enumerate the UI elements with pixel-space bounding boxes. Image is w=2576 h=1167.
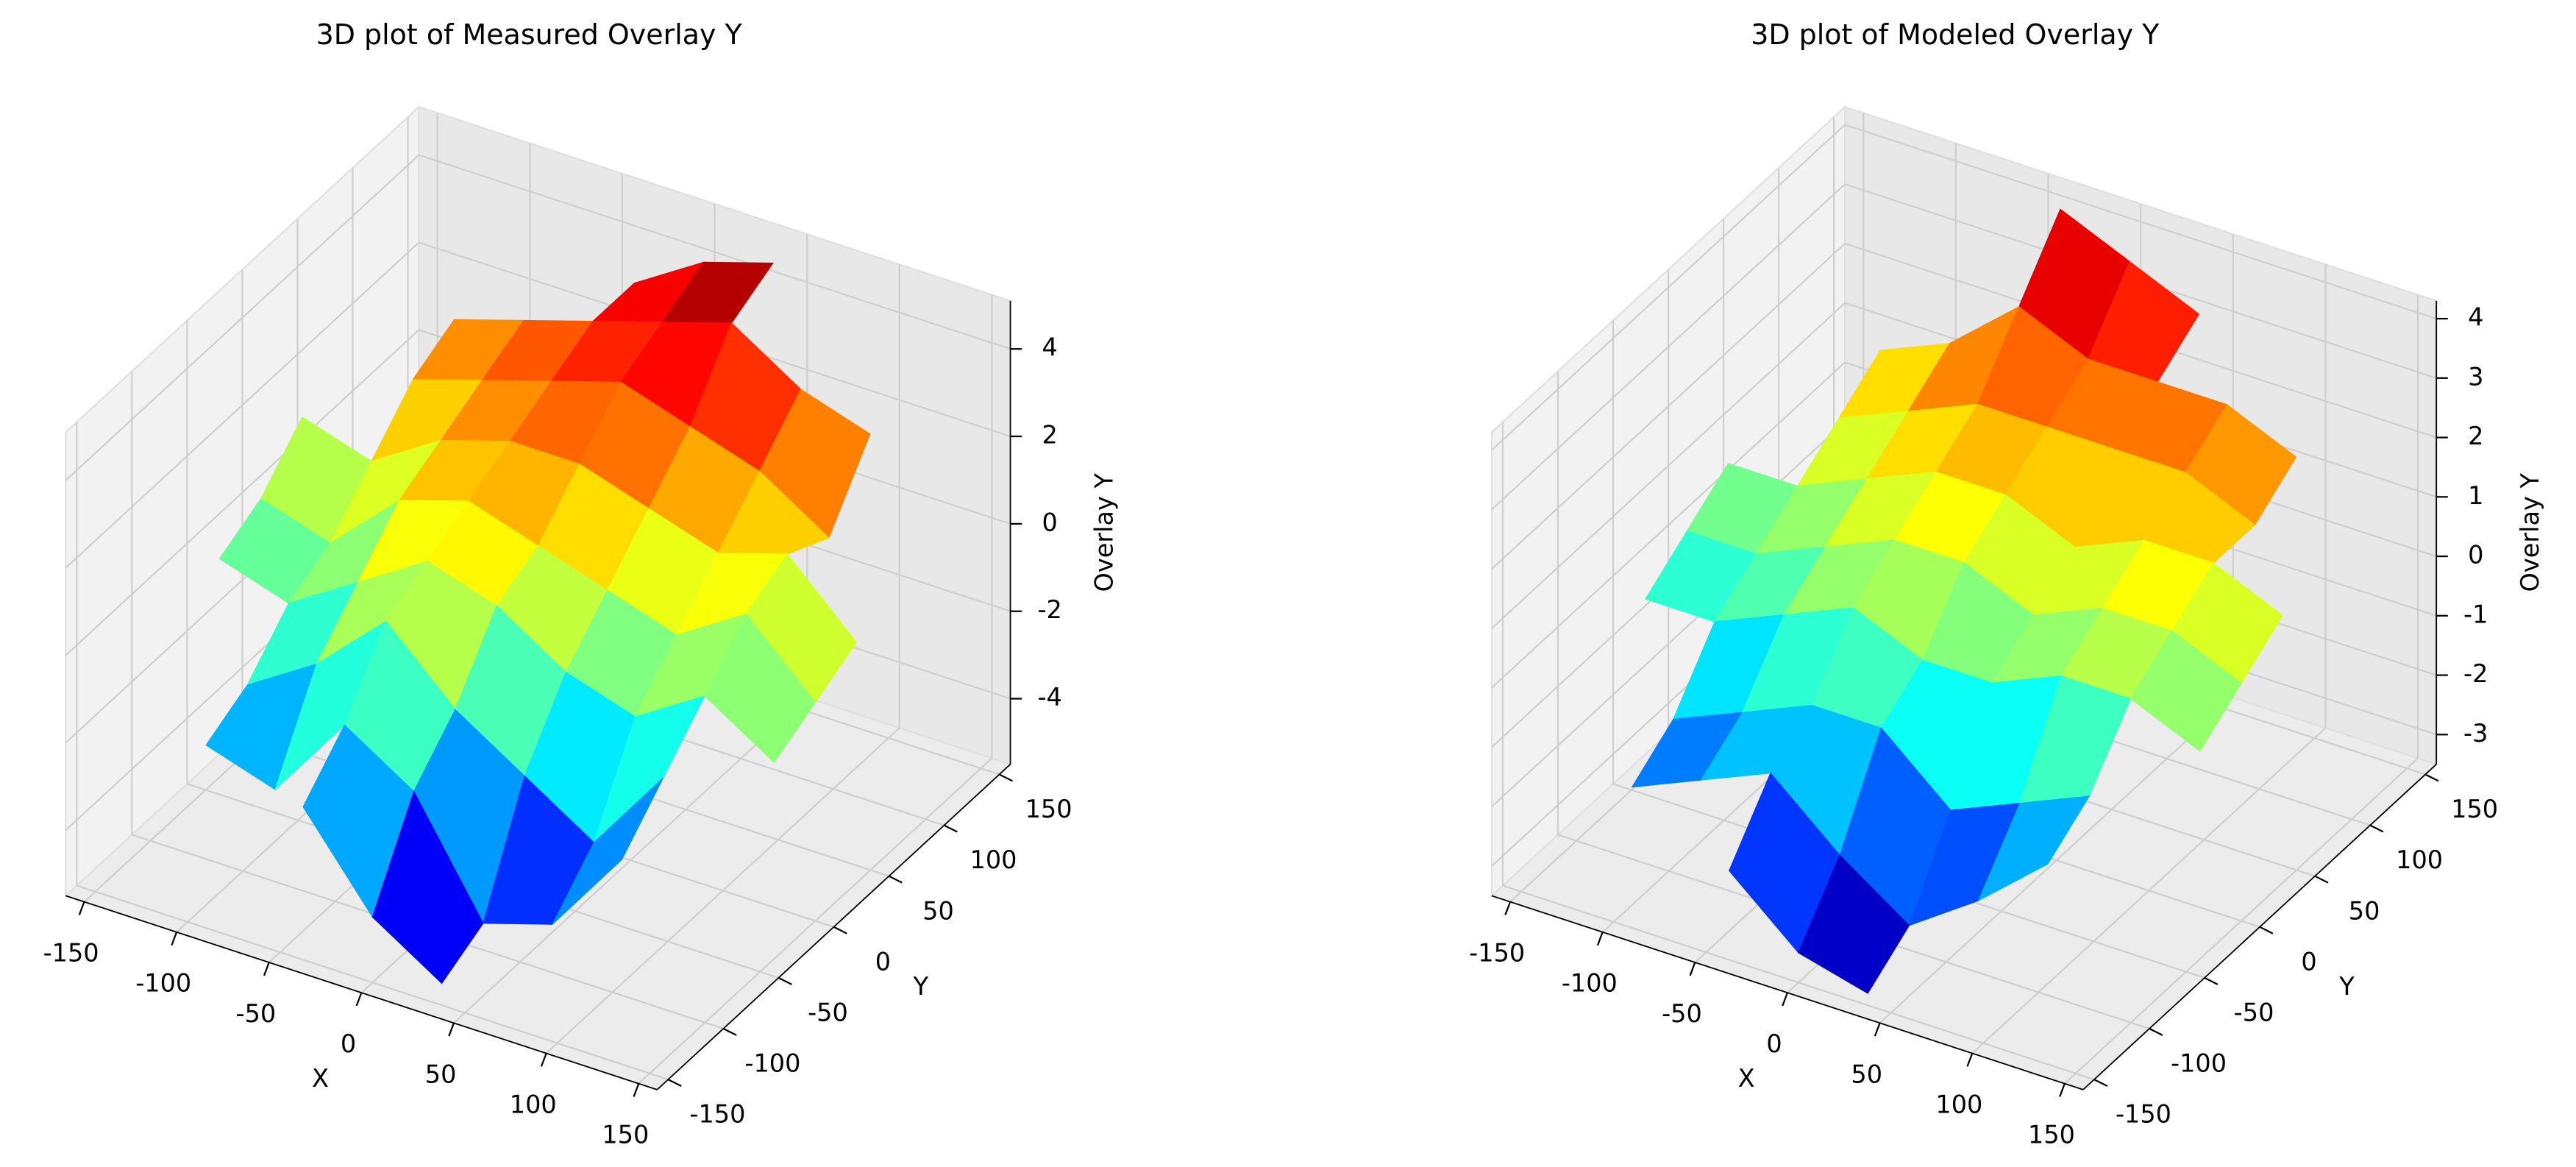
y-tick-label: 50 bbox=[2349, 896, 2380, 925]
x-tick-label: 150 bbox=[602, 1121, 649, 1149]
subplot: -150 -100 -50 0 50 100 150 -150 -100 -50 0 50 100 150… bbox=[43, 18, 1119, 1149]
y-tick bbox=[999, 773, 1013, 782]
y-tick-label: 0 bbox=[875, 947, 891, 976]
x-tick-label: 100 bbox=[1935, 1090, 1982, 1118]
x-tick-label: 50 bbox=[425, 1060, 457, 1088]
surface-patch bbox=[1977, 795, 2091, 902]
z-tick-label: 1 bbox=[2468, 481, 2483, 510]
y-tick bbox=[778, 976, 792, 985]
y-tick-label: 100 bbox=[2396, 845, 2443, 874]
y-tick bbox=[2259, 926, 2274, 934]
x-tick bbox=[263, 962, 270, 976]
z-tick-label: 4 bbox=[1042, 333, 1057, 362]
y-tick bbox=[722, 1027, 737, 1036]
grid-line bbox=[76, 884, 669, 1081]
x-tick-label: -50 bbox=[1662, 999, 1702, 1028]
surface-patch bbox=[704, 613, 816, 763]
x-tick-label: 150 bbox=[2028, 1121, 2075, 1149]
z-tick-label: 2 bbox=[1042, 421, 1057, 450]
z-tick-label: 3 bbox=[2468, 362, 2483, 391]
y-tick bbox=[2149, 1027, 2163, 1036]
x-tick-label: -100 bbox=[1562, 969, 1618, 998]
x-axis-label: X bbox=[312, 1064, 329, 1093]
grid-line bbox=[1491, 183, 1846, 511]
z-tick-label: 0 bbox=[1042, 508, 1057, 536]
chart-title: 3D plot of Modeled Overlay Y bbox=[1751, 18, 2160, 51]
x-tick bbox=[1504, 901, 1512, 915]
grid-line bbox=[65, 154, 420, 481]
grid-line bbox=[1844, 124, 2437, 320]
x-tick-label: 50 bbox=[1851, 1060, 1882, 1088]
grid-line bbox=[1491, 361, 1846, 689]
surface-patch bbox=[2130, 630, 2242, 752]
y-tick bbox=[2424, 773, 2439, 782]
y-tick-label: -150 bbox=[2116, 1100, 2171, 1129]
x-tick bbox=[1596, 932, 1604, 946]
grid-line bbox=[1491, 302, 1846, 629]
y-tick bbox=[2369, 824, 2384, 833]
y-tick-label: 150 bbox=[1025, 795, 1072, 823]
x-tick-label: -150 bbox=[43, 939, 99, 968]
y-tick-label: -100 bbox=[744, 1049, 800, 1078]
x-tick-label: 100 bbox=[510, 1090, 557, 1118]
z-tick-label: 2 bbox=[2468, 422, 2483, 450]
z-tick-label: -1 bbox=[2463, 600, 2488, 628]
x-tick bbox=[171, 932, 178, 946]
x-tick-label: 0 bbox=[1766, 1029, 1782, 1058]
grid-line bbox=[65, 329, 420, 656]
z-axis-label: Overlay Y bbox=[1090, 473, 1119, 592]
z-axis-label: Overlay Y bbox=[2516, 473, 2544, 592]
y-tick-label: -100 bbox=[2171, 1049, 2227, 1078]
x-tick-label: -100 bbox=[135, 969, 191, 998]
grid-line bbox=[1491, 124, 1846, 451]
y-axis-label: Y bbox=[913, 972, 929, 1001]
x-tick-label: 0 bbox=[341, 1029, 356, 1058]
y-tick-label: 100 bbox=[970, 845, 1017, 874]
y-tick-label: 150 bbox=[2451, 795, 2498, 823]
y-tick bbox=[2093, 1079, 2108, 1088]
z-tick-label: -4 bbox=[1037, 683, 1061, 712]
y-tick bbox=[2314, 875, 2329, 884]
y-tick bbox=[833, 926, 847, 934]
grid-line bbox=[1491, 243, 1846, 570]
x-tick-label: -50 bbox=[235, 999, 276, 1028]
chart-title: 3D plot of Measured Overlay Y bbox=[316, 18, 743, 51]
x-tick bbox=[78, 901, 85, 915]
y-tick-label: 50 bbox=[922, 896, 954, 925]
y-axis-label: Y bbox=[2338, 972, 2355, 1001]
y-tick-label: 0 bbox=[2301, 947, 2316, 976]
z-tick-label: 4 bbox=[2468, 303, 2483, 332]
x-tick bbox=[1966, 1053, 1974, 1067]
x-tick-label: -150 bbox=[1469, 939, 1525, 968]
z-tick-label: 0 bbox=[2468, 541, 2483, 570]
surface-patch bbox=[552, 777, 664, 925]
x-tick bbox=[633, 1083, 640, 1097]
grid-line bbox=[419, 154, 1011, 350]
y-tick bbox=[944, 824, 958, 833]
x-tick bbox=[355, 992, 363, 1007]
grid-line bbox=[1502, 884, 2095, 1081]
y-tick bbox=[667, 1079, 682, 1088]
x-tick bbox=[1689, 962, 1696, 976]
z-tick-label: -2 bbox=[1037, 595, 1061, 624]
grid-line bbox=[65, 241, 420, 569]
z-tick-label: -2 bbox=[2463, 659, 2488, 688]
x-tick bbox=[2059, 1083, 2066, 1097]
x-tick bbox=[540, 1053, 547, 1067]
x-tick bbox=[1782, 992, 1789, 1007]
z-tick-label: -3 bbox=[2463, 719, 2488, 748]
y-tick-label: -50 bbox=[2234, 998, 2274, 1027]
x-tick bbox=[448, 1022, 455, 1037]
y-tick bbox=[888, 875, 903, 884]
x-axis-label: X bbox=[1738, 1064, 1755, 1093]
y-tick-label: -150 bbox=[689, 1100, 745, 1129]
y-tick-label: -50 bbox=[808, 998, 848, 1027]
y-tick bbox=[2204, 976, 2219, 985]
subplot: -150-100-50050100150-150-100-50050100150… bbox=[1469, 18, 2544, 1149]
x-tick bbox=[1874, 1022, 1881, 1037]
